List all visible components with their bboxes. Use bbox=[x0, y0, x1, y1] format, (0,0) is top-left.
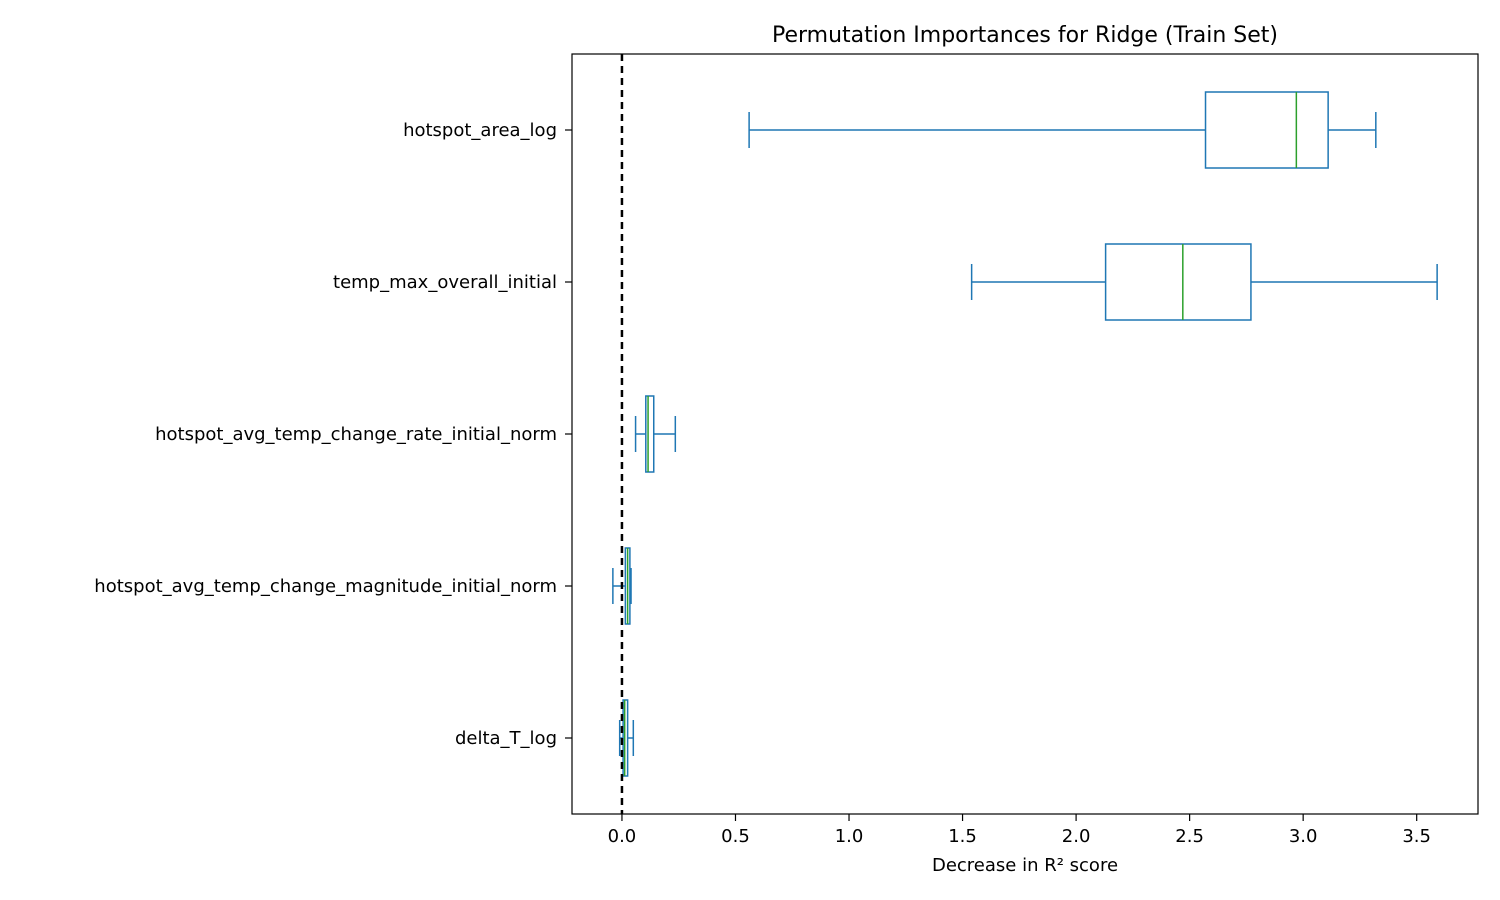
y-tick-label: temp_max_overall_initial bbox=[333, 272, 557, 293]
x-tick-label: 2.5 bbox=[1175, 826, 1204, 847]
x-tick-label: 3.5 bbox=[1402, 826, 1431, 847]
x-tick-label: 0.5 bbox=[721, 826, 750, 847]
box bbox=[645, 395, 655, 473]
axes-frame bbox=[571, 53, 1479, 815]
x-tick-label: 1.5 bbox=[948, 826, 977, 847]
box bbox=[1104, 243, 1252, 321]
x-axis-label: Decrease in R² score bbox=[932, 855, 1118, 876]
x-tick-label: 2.0 bbox=[1062, 826, 1091, 847]
y-tick-label: delta_T_log bbox=[455, 728, 557, 749]
chart-title: Permutation Importances for Ridge (Train… bbox=[772, 23, 1278, 48]
plot-area: 0.0 0.5 1.0 1.5 2.0 2.5 3.0 3.5 hotspot_area_log… bbox=[94, 54, 1438, 847]
y-tick-label: hotspot_area_log bbox=[403, 120, 557, 141]
x-tick-label: 1.0 bbox=[835, 826, 864, 847]
x-tick-label: 0.0 bbox=[608, 826, 637, 847]
y-tick-label: hotspot_avg_temp_change_magnitude_initia… bbox=[94, 576, 557, 597]
x-tick-label: 3.0 bbox=[1289, 826, 1318, 847]
box bbox=[1204, 91, 1329, 169]
y-tick-label: hotspot_avg_temp_change_rate_initial_nor… bbox=[155, 424, 557, 445]
